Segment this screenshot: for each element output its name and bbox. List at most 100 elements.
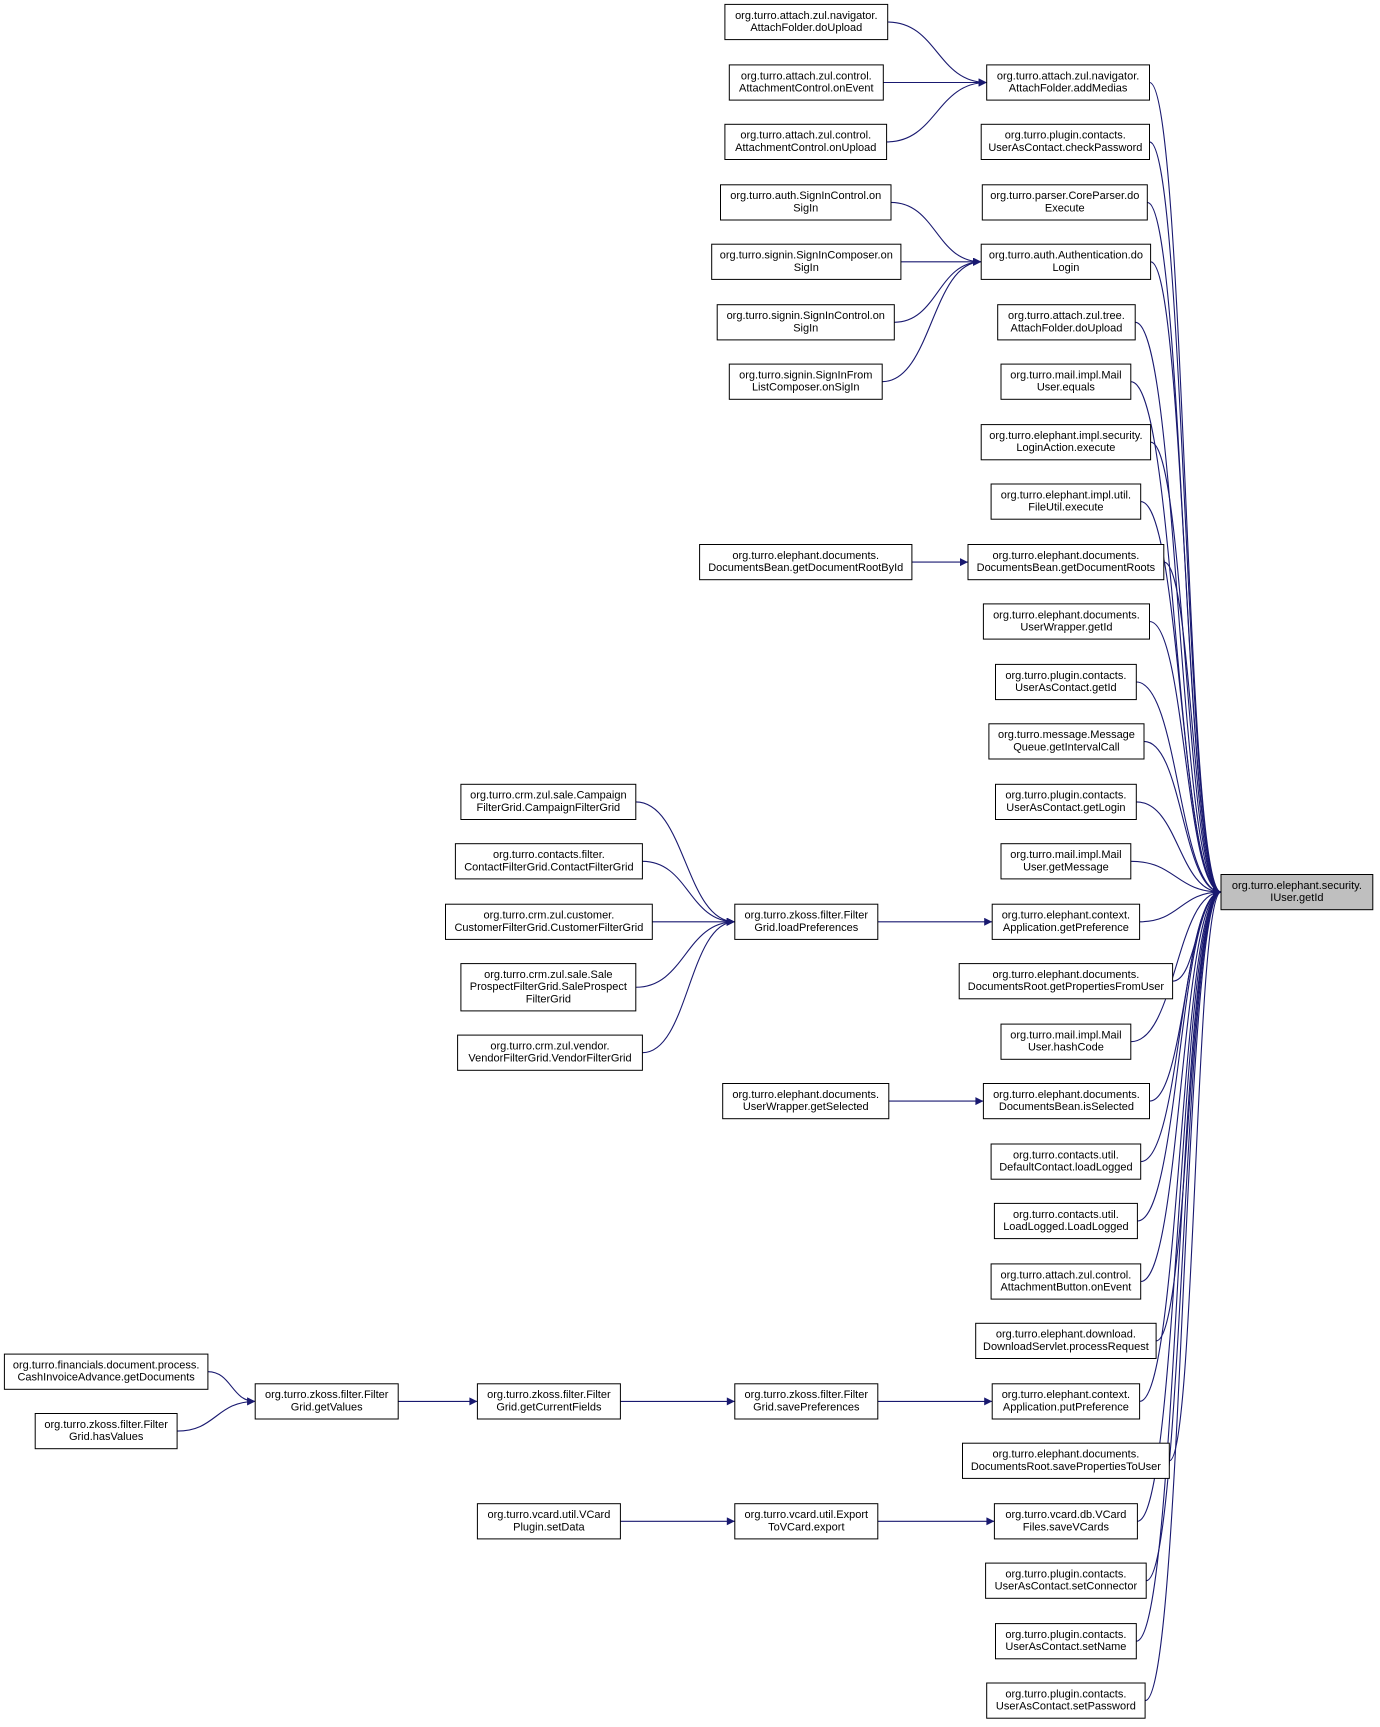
node[interactable]: org.turro.attach.zul.navigator.AttachFol… xyxy=(986,64,1151,101)
node[interactable]: org.turro.elephant.documents.DocumentsBe… xyxy=(982,1083,1151,1120)
edge xyxy=(1137,888,1222,1522)
node-label: org.turro.zkoss.filter.Filter xyxy=(745,910,869,922)
node[interactable]: org.turro.elephant.download.DownloadServ… xyxy=(975,1322,1157,1360)
node[interactable]: org.turro.crm.zul.vendor.VendorFilterGri… xyxy=(457,1034,643,1071)
edge xyxy=(1149,620,1222,897)
node-label: ToVCard.export xyxy=(768,1521,844,1533)
node[interactable]: org.turro.crm.zul.sale.SaleProspectFilte… xyxy=(460,963,637,1012)
node-label: org.turro.attach.zul.navigator. xyxy=(735,10,877,22)
node[interactable]: org.turro.elephant.impl.util.FileUtil.ex… xyxy=(990,483,1142,520)
node[interactable]: org.turro.signin.SignInFromListComposer.… xyxy=(728,363,883,400)
node-label: org.turro.zkoss.filter.Filter xyxy=(487,1389,611,1401)
node-box xyxy=(985,1562,1147,1599)
edge xyxy=(1139,888,1222,923)
node-box xyxy=(990,1143,1142,1180)
node[interactable]: org.turro.auth.SignInControl.onSigIn xyxy=(720,184,892,221)
node-box xyxy=(990,1263,1142,1300)
edge xyxy=(1168,888,1222,1462)
node-box xyxy=(995,1623,1137,1660)
node[interactable]: org.turro.elephant.documents.DocumentsRo… xyxy=(962,1442,1170,1479)
node[interactable]: org.turro.plugin.contacts.UserAsContact.… xyxy=(995,783,1137,820)
node[interactable]: org.turro.plugin.contacts.UserAsContact.… xyxy=(995,663,1137,701)
edge xyxy=(1136,888,1222,1642)
edge xyxy=(1130,860,1222,897)
node[interactable]: org.turro.message.MessageQueue.getInterv… xyxy=(988,723,1145,760)
node[interactable]: org.turro.signin.SignInControl.onSigIn xyxy=(716,304,895,341)
node-box xyxy=(476,1383,621,1420)
node-label: org.turro.message.Message xyxy=(998,729,1135,741)
node-label: FileUtil.execute xyxy=(1028,502,1103,514)
node[interactable]: org.turro.attach.zul.control.AttachmentC… xyxy=(728,64,884,101)
node-label: org.turro.crm.zul.sale.Campaign xyxy=(470,790,627,802)
node[interactable]: org.turro.zkoss.filter.FilterGrid.loadPr… xyxy=(734,903,879,940)
node[interactable]: org.turro.vcard.util.ExportToVCard.expor… xyxy=(734,1503,879,1540)
node-label: CashInvoiceAdvance.getDocuments xyxy=(17,1372,195,1384)
node[interactable]: org.turro.elephant.security.IUser.getId xyxy=(1220,874,1374,911)
node[interactable]: org.turro.contacts.filter.ContactFilterG… xyxy=(454,843,643,880)
edge xyxy=(642,860,735,926)
node[interactable]: org.turro.zkoss.filter.FilterGrid.getCur… xyxy=(476,1383,621,1420)
node[interactable]: org.turro.attach.zul.control.AttachmentC… xyxy=(724,123,888,161)
node-label: VendorFilterGrid.VendorFilterGrid xyxy=(468,1053,631,1065)
node-box xyxy=(457,1034,643,1071)
node-label: User.hashCode xyxy=(1028,1042,1104,1054)
edge xyxy=(1150,261,1222,896)
node[interactable]: org.turro.crm.zul.customer.CustomerFilte… xyxy=(445,903,653,940)
node[interactable]: org.turro.attach.zul.control.AttachmentB… xyxy=(990,1263,1142,1300)
node[interactable]: org.turro.elephant.context.Application.g… xyxy=(991,903,1141,940)
edge xyxy=(1137,888,1222,1222)
edge xyxy=(1135,321,1222,896)
node[interactable]: org.turro.zkoss.filter.FilterGrid.savePr… xyxy=(734,1383,879,1420)
node[interactable]: org.turro.elephant.documents.UserWrapper… xyxy=(982,603,1151,640)
node[interactable]: org.turro.elephant.context.Application.p… xyxy=(991,1383,1141,1420)
node-label: AttachFolder.addMedias xyxy=(1009,83,1128,95)
edge xyxy=(887,21,987,87)
node-label: org.turro.attach.zul.control. xyxy=(741,70,872,82)
node-label: org.turro.elephant.impl.security. xyxy=(989,430,1142,442)
node[interactable]: org.turro.elephant.documents.DocumentsBe… xyxy=(699,544,913,581)
node-label: ProspectFilterGrid.SaleProspect xyxy=(470,981,627,993)
node-label: org.turro.parser.CoreParser.do xyxy=(990,190,1139,202)
node[interactable]: org.turro.contacts.util.DefaultContact.l… xyxy=(990,1143,1142,1180)
node[interactable]: org.turro.plugin.contacts.UserAsContact.… xyxy=(980,123,1151,161)
node[interactable]: org.turro.elephant.documents.DocumentsRo… xyxy=(958,963,1174,1000)
edge xyxy=(1163,561,1222,897)
node[interactable]: org.turro.elephant.impl.security.LoginAc… xyxy=(980,424,1152,461)
node-box xyxy=(990,483,1142,520)
node-box xyxy=(975,1322,1157,1360)
node-label: Plugin.setData xyxy=(513,1521,585,1533)
node[interactable]: org.turro.plugin.contacts.UserAsContact.… xyxy=(995,1623,1137,1660)
node-box xyxy=(476,1503,621,1540)
node[interactable]: org.turro.plugin.contacts.UserAsContact.… xyxy=(986,1682,1146,1719)
node[interactable]: org.turro.contacts.util.LoadLogged.LoadL… xyxy=(993,1202,1138,1240)
node-label: org.turro.elephant.documents. xyxy=(732,1089,879,1101)
node[interactable]: org.turro.zkoss.filter.FilterGrid.getVal… xyxy=(254,1383,399,1420)
node[interactable]: org.turro.zkoss.filter.FilterGrid.hasVal… xyxy=(34,1413,178,1450)
node[interactable]: org.turro.elephant.documents.DocumentsBe… xyxy=(967,544,1165,581)
node-label: org.turro.signin.SignInComposer.on xyxy=(720,250,893,262)
node[interactable]: org.turro.crm.zul.sale.CampaignFilterGri… xyxy=(460,783,637,820)
node[interactable]: org.turro.attach.zul.tree.AttachFolder.d… xyxy=(997,304,1136,341)
node[interactable]: org.turro.plugin.contacts.UserAsContact.… xyxy=(985,1562,1147,1599)
node[interactable]: org.turro.attach.zul.navigator.AttachFol… xyxy=(724,3,889,41)
node-label: org.turro.vcard.db.VCard xyxy=(1005,1509,1126,1521)
node[interactable]: org.turro.elephant.documents.UserWrapper… xyxy=(722,1083,890,1120)
node-box xyxy=(991,1383,1141,1420)
node-label: org.turro.signin.SignInControl.on xyxy=(727,310,885,322)
node-label: AttachmentControl.onEvent xyxy=(739,83,874,95)
node-label: Application.putPreference xyxy=(1003,1401,1129,1413)
node-box xyxy=(993,1202,1138,1240)
node-label: UserAsContact.getLogin xyxy=(1006,802,1125,814)
node[interactable]: org.turro.signin.SignInComposer.onSigIn xyxy=(711,243,902,280)
node-label: org.turro.attach.zul.control. xyxy=(740,130,871,142)
node-label: org.turro.zkoss.filter.Filter xyxy=(44,1419,168,1431)
node[interactable]: org.turro.financials.document.process.Ca… xyxy=(3,1353,209,1390)
